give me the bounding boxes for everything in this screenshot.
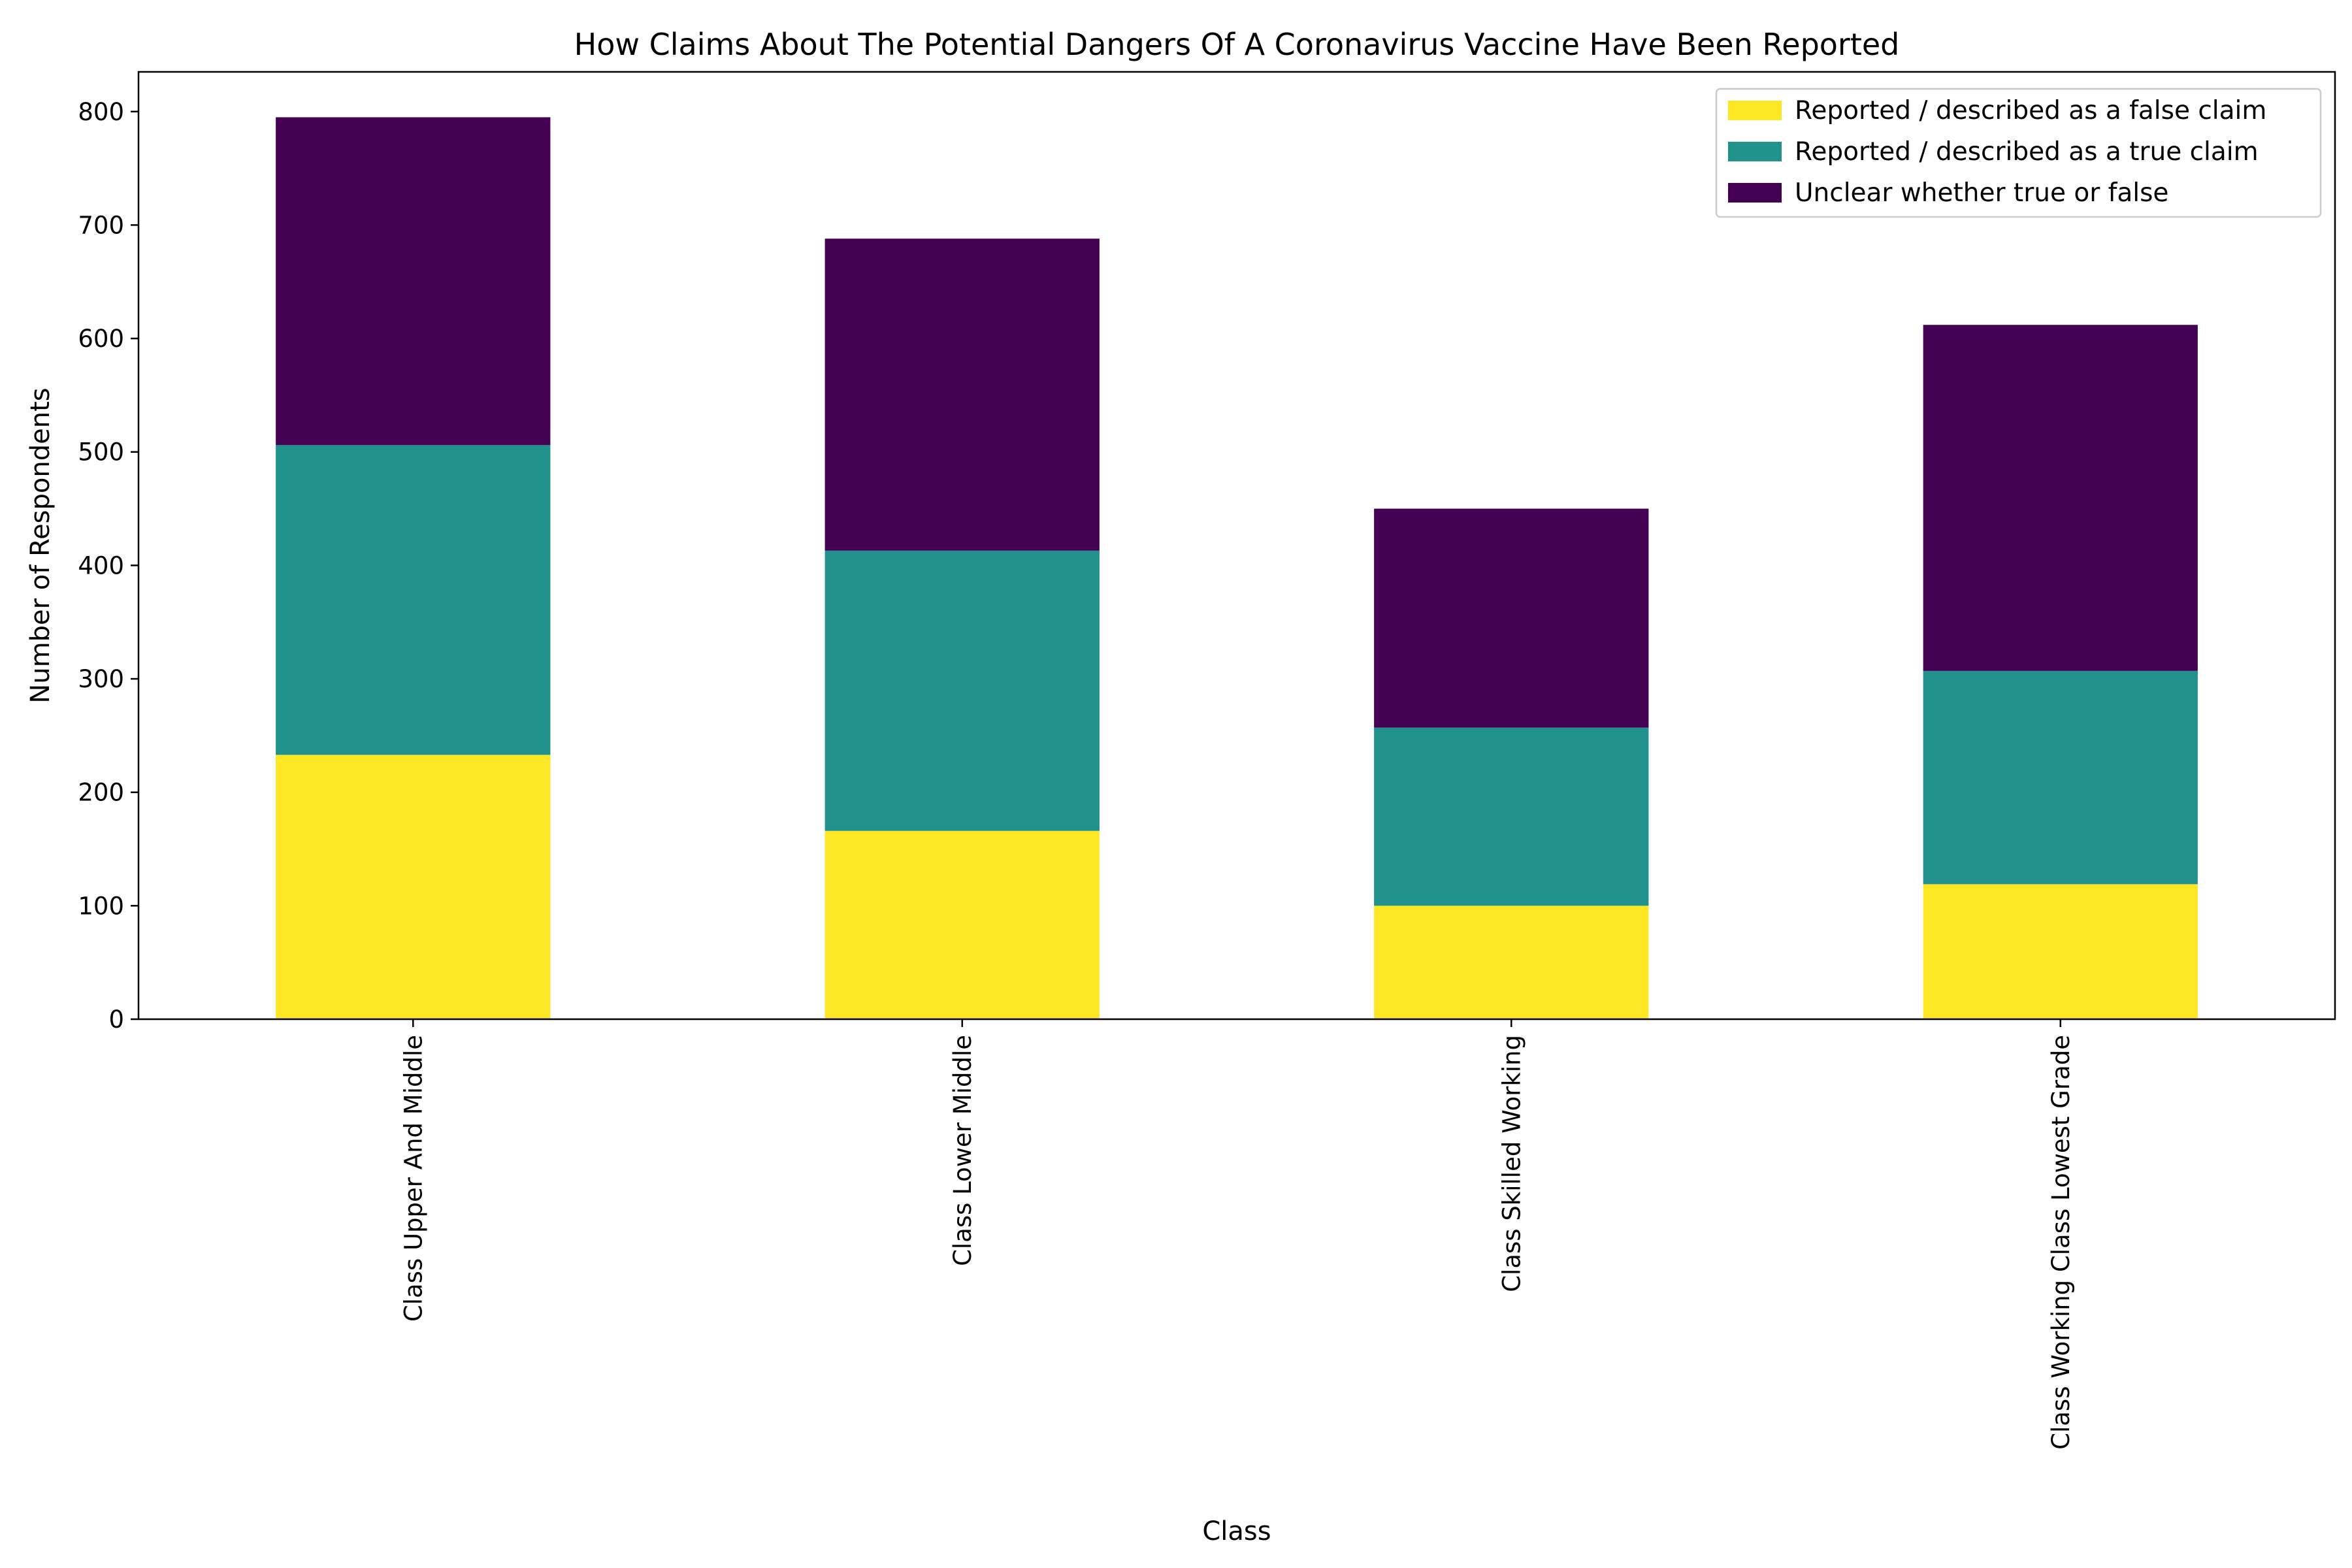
- y-tick-label: 0: [108, 1005, 124, 1034]
- x-tick-label: Class Skilled Working: [1497, 1035, 1526, 1292]
- plot-frame: [137, 71, 2336, 1021]
- bar-1-3: [1374, 906, 1649, 1019]
- chart-title: How Claims About The Potential Dangers O…: [574, 27, 1900, 62]
- legend-entry: Reported / described as a true claim: [1795, 137, 2259, 167]
- y-tick-label: 800: [78, 98, 124, 126]
- bars-group: [276, 117, 2198, 1019]
- legend-frame: [1715, 88, 2322, 218]
- y-axis-label: Number of Respondents: [25, 387, 56, 703]
- legend-entry: Unclear whether true or false: [1795, 178, 2168, 208]
- legend-swatch: [1728, 183, 1782, 203]
- legend-swatch: [1728, 142, 1782, 161]
- x-axis: Class Upper And Middle Class Lower Middle…: [399, 1019, 2075, 1450]
- legend: Reported / described as a false claim Rep…: [1715, 88, 2322, 218]
- bar-2-4: [1923, 670, 2198, 885]
- bar-2-3: [1374, 727, 1649, 906]
- legend-entry: Reported / described as a false claim: [1795, 96, 2266, 125]
- x-tick-label: Class Upper And Middle: [399, 1035, 427, 1322]
- y-tick-label: 600: [78, 325, 124, 353]
- bar-2-1: [276, 445, 551, 755]
- y-axis: 0 100 200 300 400 500 600 700 800: [78, 98, 139, 1034]
- y-tick-label: 500: [78, 438, 124, 466]
- bar-1-1: [276, 755, 551, 1019]
- y-tick-label: 200: [78, 779, 124, 807]
- y-tick-label: 700: [78, 211, 124, 239]
- bar-3-4: [1923, 325, 2198, 671]
- bar-3-3: [1374, 508, 1649, 728]
- x-tick-label: Class Lower Middle: [949, 1035, 977, 1266]
- y-tick-label: 400: [78, 551, 124, 580]
- bar-3-1: [276, 117, 551, 446]
- x-tick-label: Class Working Class Lowest Grade: [2047, 1035, 2075, 1450]
- bar-2-2: [825, 550, 1100, 831]
- bar-1-4: [1923, 884, 2198, 1019]
- y-tick-label: 300: [78, 665, 124, 693]
- y-tick-label: 100: [78, 892, 124, 920]
- x-axis-label: Class: [1202, 1516, 1271, 1546]
- bar-3-2: [825, 238, 1100, 551]
- legend-swatch: [1728, 101, 1782, 120]
- bar-1-2: [825, 830, 1100, 1019]
